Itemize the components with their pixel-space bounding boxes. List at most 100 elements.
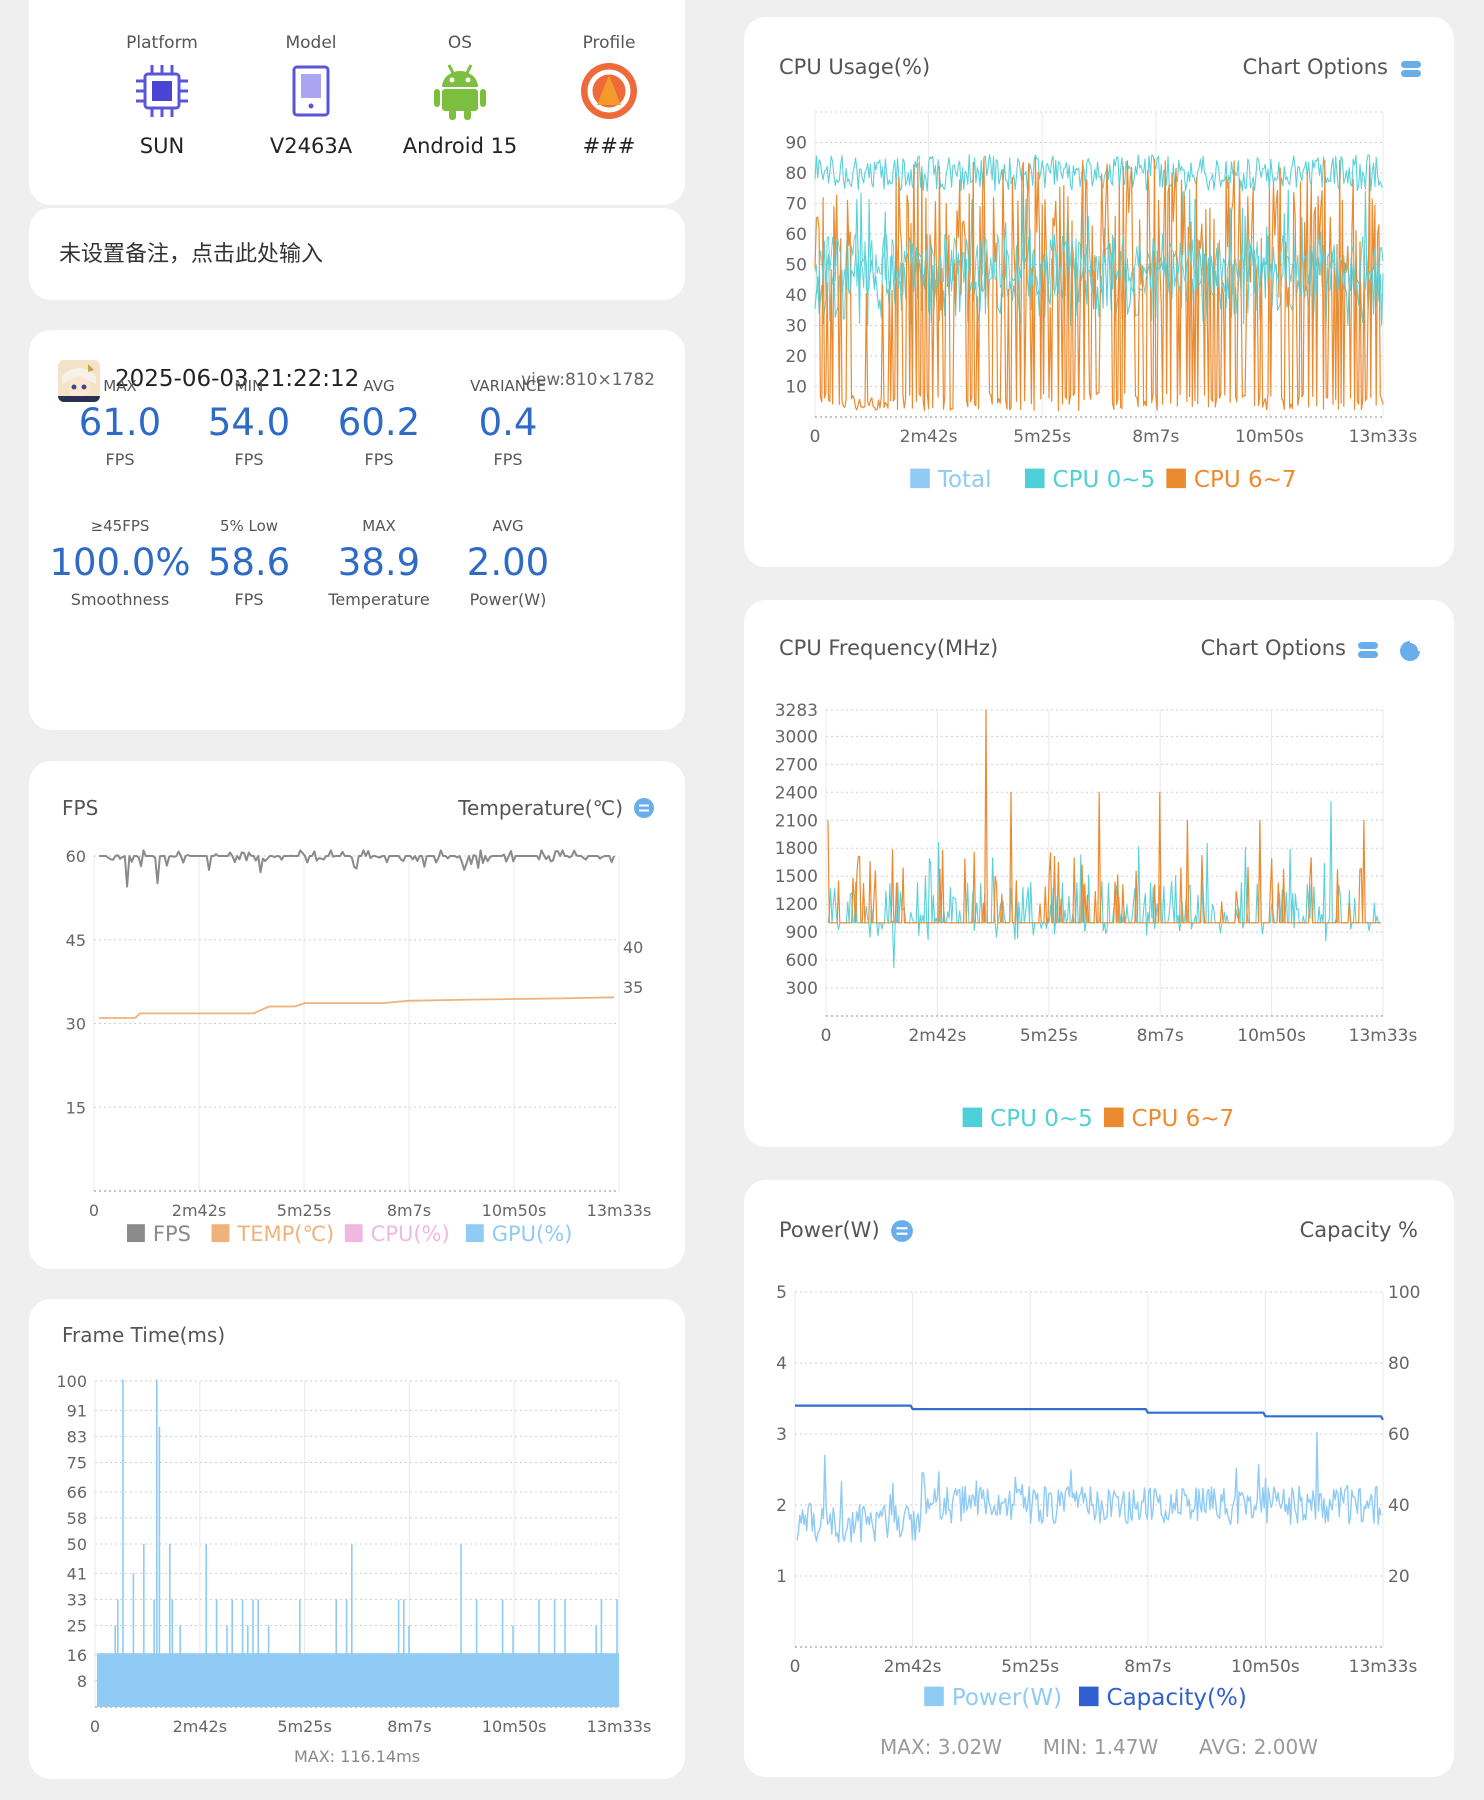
stat-3: VARIANCE 0.4 FPS: [433, 375, 583, 471]
y-tick-label: 900: [786, 923, 818, 943]
x-tick-label: 2m42s: [900, 427, 958, 447]
device-info-card: Platform SUN Model V2463A: [29, 0, 685, 205]
y-tick-label: 1800: [775, 839, 818, 859]
y-tick-label: 16: [67, 1646, 87, 1665]
y-tick-label: 70: [785, 195, 807, 215]
y-tick-label: 66: [67, 1483, 87, 1502]
x-tick-label: 0: [821, 1026, 832, 1046]
frametime-chart-title: Frame Time(ms): [62, 1323, 226, 1347]
model-info: Model V2463A: [236, 28, 386, 158]
cpu-frequency-options[interactable]: Chart Options: [1200, 636, 1346, 660]
fps-chart: 15 30 45 60 0 2m42s 5m25s 8m7s 10m50s 13m33s 40 35 F…: [66, 847, 652, 1246]
stat-7: AVG 2.00 Power(W): [433, 515, 583, 611]
x-tick-label: 2m42s: [172, 1201, 226, 1220]
x-tick-label: 8m7s: [387, 1717, 431, 1736]
x-tick-label: 13m33s: [1349, 427, 1418, 447]
pie-chart-icon[interactable]: [1399, 640, 1421, 666]
fps-chart-title: FPS: [62, 796, 99, 820]
power-chart-title: Power(W): [779, 1218, 880, 1242]
platform-value: SUN: [139, 134, 185, 158]
y-tick-label: 2700: [775, 755, 818, 775]
power-stats: MAX: 3.02W MIN: 1.47W AVG: 2.00W: [744, 1735, 1454, 1759]
model-label: Model: [285, 33, 337, 53]
x-tick-label: 0: [810, 427, 821, 447]
y-tick-label: 91: [67, 1401, 87, 1420]
legend-swatch: [1166, 468, 1186, 489]
stat-unit: FPS: [364, 450, 394, 469]
y-tick-label: 100: [56, 1372, 87, 1391]
stat-value: 60.2: [337, 401, 421, 444]
legend-swatch: [924, 1686, 944, 1707]
stat-4: ≥45FPS 100.0% Smoothness: [45, 515, 195, 611]
x-tick-label: 0: [790, 1657, 801, 1677]
x-tick-label: 2m42s: [884, 1657, 942, 1677]
cpu-usage-options[interactable]: Chart Options: [1242, 55, 1388, 79]
legend-label: CPU(%): [371, 1222, 450, 1246]
y-tick-label: 30: [66, 1015, 86, 1034]
model-value: V2463A: [269, 134, 353, 158]
y-tick-label: 2100: [775, 811, 818, 831]
x-tick-label: 5m25s: [277, 1717, 331, 1736]
swap-axis-icon[interactable]: [633, 797, 655, 823]
legend-swatch: [465, 1224, 484, 1243]
stat-5: 5% Low 58.6 FPS: [174, 515, 324, 611]
cpu-6-7-series: [814, 157, 1384, 412]
stat-unit: Power(W): [469, 590, 547, 609]
y-tick-label: 58: [67, 1509, 87, 1528]
y-tick-label: 83: [67, 1427, 87, 1446]
y-tick-label: 80: [785, 164, 807, 184]
temperature-series: [99, 996, 615, 1019]
x-tick-label: 0: [89, 1201, 99, 1220]
cpu-usage-chart: 10 20 30 40 50 60 70 80 90 0 2m42s 5m25s 8m7s 10m50s 1…: [785, 111, 1418, 493]
os-label: OS: [447, 33, 473, 53]
x-tick-label: 8m7s: [1137, 1026, 1184, 1046]
stat-value: 100.0%: [49, 541, 191, 584]
swap-axis-icon[interactable]: [890, 1219, 914, 1247]
cpu-0-5-series: [814, 189, 1384, 326]
power-avg: AVG: 2.00W: [1199, 1735, 1318, 1759]
stat-2: AVG 60.2 FPS: [304, 375, 454, 471]
stat-value: 38.9: [337, 541, 421, 584]
legend-label: CPU 6~7: [1194, 467, 1297, 493]
legend-swatch: [211, 1224, 230, 1243]
cpu-frequency-card: CPU Frequency(MHz) Chart Options 300 600 9…: [744, 600, 1454, 1147]
stat-unit: Smoothness: [70, 590, 170, 609]
power-min: MIN: 1.47W: [1042, 1735, 1159, 1759]
note-card[interactable]: 未设置备注，点击此处输入: [29, 208, 685, 300]
y-tick-label: 1200: [775, 895, 818, 915]
capacity-series: [795, 1404, 1384, 1421]
cpu-6-7-frequency-series: [827, 709, 1381, 924]
legend-swatch: [1024, 468, 1045, 489]
power-chart-card: Power(W) Capacity % 1 2 3 4 5 0 2m42s 5m25s 8m7s…: [744, 1180, 1454, 1777]
cpu-usage-card: CPU Usage(%) Chart Options 10 20 30 40 50 60 7…: [744, 17, 1454, 567]
platform-label: Platform: [126, 33, 198, 53]
stat-1: MIN 54.0 FPS: [174, 375, 324, 471]
stat-unit: FPS: [493, 450, 523, 469]
y-tick-label: 41: [67, 1564, 87, 1583]
x-tick-label: 2m42s: [908, 1026, 966, 1046]
note-input[interactable]: 未设置备注，点击此处输入: [59, 242, 324, 267]
x-tick-label: 10m50s: [482, 1717, 547, 1736]
fps-chart-card: FPS Temperature(℃) 15 30 45 60 0 2m42s 5m25s 8m…: [29, 761, 685, 1269]
power-chart: 1 2 3 4 5 0 2m42s 5m25s 8m7s 10m50s 13m33s 20 40 60 80…: [776, 1283, 1420, 1711]
legend-label: CPU 0~5: [1053, 467, 1156, 493]
y2-tick-label: 60: [1388, 1425, 1410, 1445]
session-datetime: 2025-06-03 21:22:12: [115, 366, 360, 392]
total-series: [814, 154, 1384, 192]
y-tick-label: 60: [785, 225, 807, 245]
legend-label: Total: [937, 467, 992, 493]
x-tick-label: 10m50s: [1235, 427, 1304, 447]
y-tick-label: 20: [785, 347, 807, 367]
temperature-axis-label[interactable]: Temperature(℃): [458, 796, 623, 820]
layers-icon[interactable]: [1401, 59, 1421, 83]
stat-unit: Temperature: [328, 590, 430, 609]
x-tick-label: 5m25s: [1013, 427, 1071, 447]
y-tick-label: 2400: [775, 783, 818, 803]
legend-label: CPU 0~5: [990, 1106, 1093, 1132]
y-tick-label: 45: [66, 931, 86, 950]
x-tick-label: 13m33s: [587, 1201, 652, 1220]
x-tick-label: 13m33s: [587, 1717, 652, 1736]
legend-label: Power(W): [952, 1685, 1062, 1711]
layers-icon[interactable]: [1358, 640, 1378, 664]
legend-label: CPU 6~7: [1132, 1106, 1235, 1132]
